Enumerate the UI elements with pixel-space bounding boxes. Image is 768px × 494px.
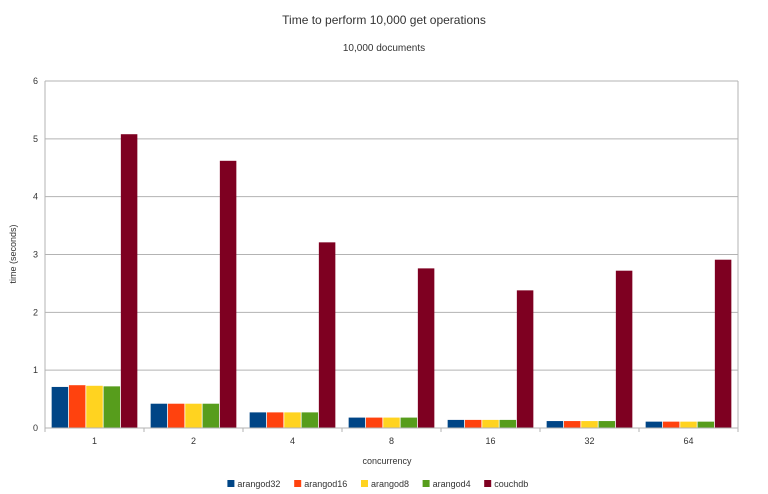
bar-arangod4-4 [301,412,319,428]
legend-swatch-arangod32 [227,480,235,487]
bar-arangod32-8 [348,417,366,428]
bar-couchdb-4 [318,242,336,428]
legend-swatch-arangod4 [422,480,430,487]
x-tick-label: 4 [290,436,295,446]
bar-arangod32-4 [249,412,267,428]
bar-arangod8-32 [581,421,598,428]
bar-arangod4-16 [499,419,517,428]
bar-arangod16-4 [266,412,284,428]
legend-swatch-arangod8 [361,480,368,487]
bar-arangod32-2 [150,403,168,428]
bar-arangod8-1 [86,385,103,428]
legend-label-couchdb: couchdb [494,479,528,489]
y-axis-ticks: 0 1 2 3 4 5 6 [33,76,38,433]
y-tick-label: 3 [33,250,38,260]
legend-swatch-couchdb [484,480,492,487]
x-axis-label: concurrency [362,456,412,466]
bar-arangod8-64 [680,421,697,428]
bar-arangod4-64 [697,421,715,428]
bar-arangod32-64 [645,421,663,428]
bar-arangod8-2 [185,403,202,428]
chart-subtitle: 10,000 documents [343,43,425,54]
axes [44,81,739,432]
bar-couchdb-8 [417,268,435,428]
bar-couchdb-16 [516,290,534,428]
x-tick-label: 16 [485,436,495,446]
bar-arangod16-64 [662,421,680,428]
bar-couchdb-2 [219,160,237,428]
legend-label-arangod32: arangod32 [237,479,280,489]
x-tick-label: 64 [683,436,693,446]
y-axis-label: time (seconds) [8,224,18,283]
x-tick-label: 2 [191,436,196,446]
bar-arangod8-16 [482,419,499,428]
bar-arangod32-16 [447,419,465,428]
y-tick-label: 1 [33,365,38,375]
bar-arangod16-32 [563,421,581,428]
y-tick-label: 2 [33,307,38,317]
bar-arangod32-1 [51,386,69,428]
legend-label-arangod4: arangod4 [433,479,471,489]
y-tick-label: 5 [33,134,38,144]
bar-couchdb-64 [714,259,732,428]
y-tick-label: 4 [33,192,38,202]
bar-couchdb-1 [120,134,138,428]
x-tick-label: 32 [584,436,594,446]
bar-couchdb-32 [615,270,633,428]
gridlines [45,80,738,429]
y-tick-label: 0 [33,423,38,433]
bar-arangod16-2 [167,403,185,428]
bar-arangod32-32 [546,421,564,428]
bar-arangod16-8 [365,417,383,428]
bar-arangod4-2 [202,403,220,428]
bar-arangod16-1 [68,385,86,428]
bar-arangod8-4 [284,412,301,428]
bar-arangod16-16 [464,419,482,428]
legend: arangod32 arangod16 arangod8 arangod4 couchd… [227,479,528,489]
bar-arangod4-1 [103,386,121,428]
legend-label-arangod16: arangod16 [304,479,347,489]
bar-arangod4-32 [598,421,616,428]
legend-swatch-arangod16 [294,480,302,487]
x-tick-label: 8 [389,436,394,446]
legend-label-arangod8: arangod8 [371,479,409,489]
chart-title: Time to perform 10,000 get operations [282,13,486,27]
x-axis-ticks: 1 2 4 8 16 32 64 [92,436,694,446]
y-tick-label: 6 [33,76,38,86]
x-tick-label: 1 [92,436,97,446]
bars [51,134,732,428]
bar-arangod8-8 [383,417,400,428]
bar-arangod4-8 [400,417,418,428]
